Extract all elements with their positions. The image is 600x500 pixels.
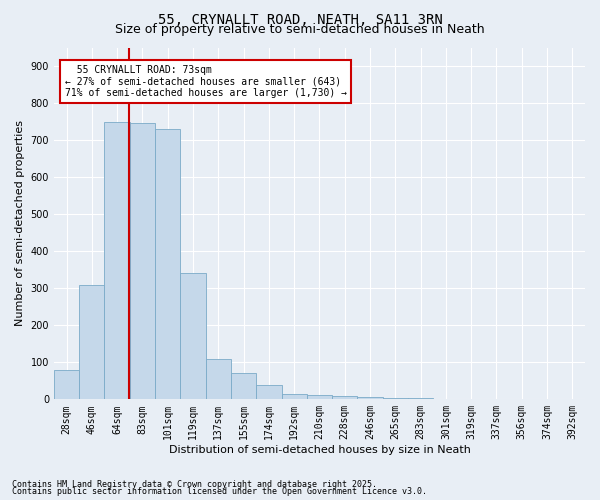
Bar: [332, 396, 358, 400]
Text: Contains public sector information licensed under the Open Government Licence v3: Contains public sector information licen…: [12, 487, 427, 496]
Bar: [181, 274, 206, 400]
Bar: [54, 370, 79, 400]
Bar: [104, 122, 130, 400]
Text: Contains HM Land Registry data © Crown copyright and database right 2025.: Contains HM Land Registry data © Crown c…: [12, 480, 377, 489]
Bar: [155, 129, 181, 400]
Text: 55, CRYNALLT ROAD, NEATH, SA11 3RN: 55, CRYNALLT ROAD, NEATH, SA11 3RN: [158, 12, 442, 26]
Y-axis label: Number of semi-detached properties: Number of semi-detached properties: [15, 120, 25, 326]
Text: 55 CRYNALLT ROAD: 73sqm
← 27% of semi-detached houses are smaller (643)
71% of s: 55 CRYNALLT ROAD: 73sqm ← 27% of semi-de…: [65, 65, 347, 98]
Bar: [256, 384, 281, 400]
Bar: [408, 398, 433, 400]
Bar: [281, 394, 307, 400]
Bar: [383, 398, 408, 400]
Bar: [206, 358, 231, 400]
Bar: [130, 124, 155, 400]
Bar: [231, 374, 256, 400]
X-axis label: Distribution of semi-detached houses by size in Neath: Distribution of semi-detached houses by …: [169, 445, 470, 455]
Bar: [358, 396, 383, 400]
Text: Size of property relative to semi-detached houses in Neath: Size of property relative to semi-detach…: [115, 22, 485, 36]
Bar: [79, 284, 104, 400]
Bar: [433, 398, 458, 400]
Bar: [307, 395, 332, 400]
